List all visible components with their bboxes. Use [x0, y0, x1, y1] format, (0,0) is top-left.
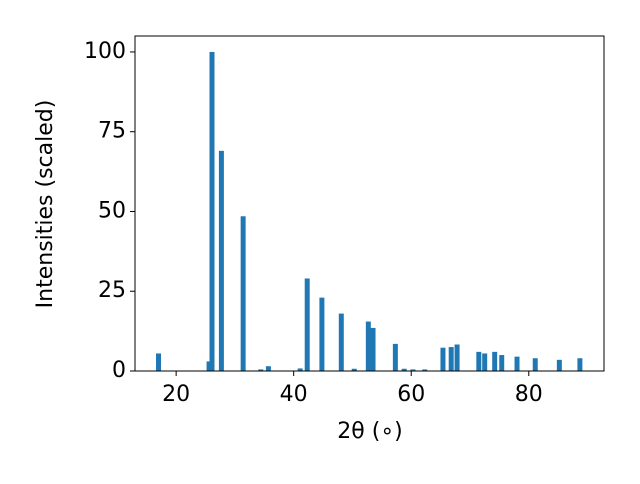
bar [532, 358, 538, 371]
bar [440, 347, 446, 371]
bar [156, 353, 162, 371]
bar [351, 368, 357, 371]
x-tick-label: 80 [515, 382, 543, 407]
bar [556, 359, 562, 371]
bar [304, 278, 310, 371]
bar [577, 358, 583, 371]
x-tick-label: 40 [280, 382, 308, 407]
bar [401, 368, 407, 371]
bar [297, 368, 303, 371]
bar [492, 351, 498, 371]
x-tick-label: 20 [162, 382, 190, 407]
bar [218, 150, 224, 371]
bar [499, 355, 505, 371]
bar [206, 361, 212, 371]
bar [476, 351, 482, 371]
x-tick-label: 60 [397, 382, 425, 407]
bar [240, 216, 246, 371]
bar [392, 343, 398, 371]
bar [448, 347, 454, 371]
bar [265, 366, 271, 371]
axes-frame [134, 35, 605, 372]
bar [258, 369, 264, 371]
bar [410, 369, 416, 371]
x-axis-label: 2θ (∘) [337, 419, 402, 444]
y-tick-label: 100 [84, 39, 126, 64]
y-tick-label: 50 [98, 198, 126, 223]
bar [365, 321, 371, 371]
y-axis-label: Intensities (scaled) [33, 100, 58, 309]
bar [482, 353, 488, 371]
bar [319, 297, 325, 371]
bar [454, 344, 460, 371]
bar [209, 51, 215, 371]
bar [514, 356, 520, 371]
y-tick-label: 75 [98, 119, 126, 144]
bar [370, 327, 376, 371]
y-tick-label: 0 [112, 358, 126, 383]
y-tick-label: 25 [98, 278, 126, 303]
bar [422, 369, 428, 371]
bar [338, 313, 344, 371]
